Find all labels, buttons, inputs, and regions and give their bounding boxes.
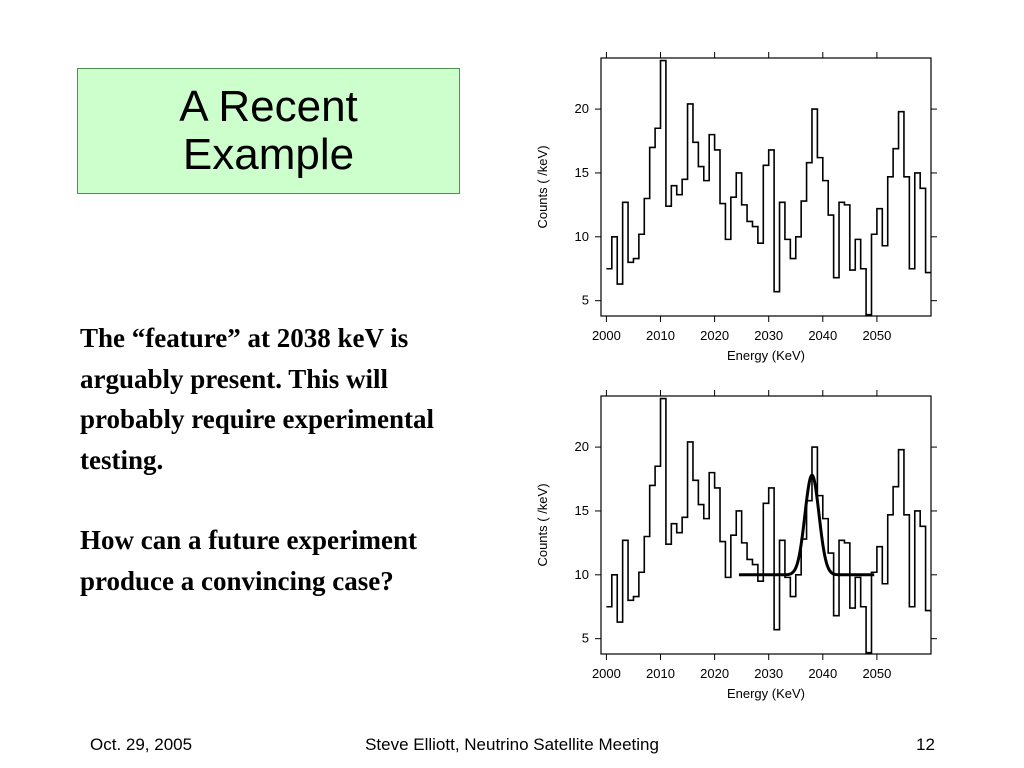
x-tick-label: 2050 — [862, 328, 891, 343]
x-tick-label: 2000 — [592, 666, 621, 681]
y-tick-label: 20 — [575, 101, 589, 116]
y-tick-label: 10 — [575, 567, 589, 582]
x-tick-label: 2000 — [592, 328, 621, 343]
title-box: A Recent Example — [77, 68, 460, 194]
slide-body: The “feature” at 2038 keV is arguably pr… — [80, 318, 480, 601]
x-tick-label: 2020 — [700, 666, 729, 681]
histogram-chart-top: 2000 2010 2020 2030 2040 2050 5 10 15 20 Energy (K… — [535, 52, 937, 363]
y-axis-label: Counts ( /keV) — [535, 145, 550, 228]
x-tick-label: 2040 — [808, 666, 837, 681]
x-axis-label: Energy (KeV) — [727, 686, 805, 701]
y-axis-label: Counts ( /keV) — [535, 483, 550, 566]
y-tick-label: 10 — [575, 229, 589, 244]
footer-title: Steve Elliott, Neutrino Satellite Meetin… — [365, 735, 659, 754]
x-tick-label: 2020 — [700, 328, 729, 343]
histogram-series-top — [606, 59, 931, 316]
y-tick-label: 5 — [582, 631, 589, 646]
x-tick-label: 2030 — [754, 328, 783, 343]
plot-frame-fit — [600, 395, 932, 655]
x-tick-label: 2010 — [646, 666, 675, 681]
paragraph-feature: The “feature” at 2038 keV is arguably pr… — [80, 323, 434, 475]
paragraph-question: How can a future experiment produce a co… — [80, 525, 417, 596]
y-tick-label: 15 — [575, 503, 589, 518]
x-axis-label: Energy (KeV) — [727, 348, 805, 363]
histogram-series-fit — [606, 397, 931, 654]
y-tick-label: 15 — [575, 165, 589, 180]
y-tick-label: 20 — [575, 439, 589, 454]
slide-title: A Recent Example — [179, 82, 358, 179]
footer-date: Oct. 29, 2005 — [90, 735, 193, 754]
histogram-chart-fit: 2000 2010 2020 2030 2040 2050 5 10 15 20 Energy (K… — [535, 390, 937, 701]
x-tick-label: 2030 — [754, 666, 783, 681]
y-tick-label: 5 — [582, 293, 589, 308]
x-tick-label: 2010 — [646, 328, 675, 343]
gaussian-fit-curve — [738, 473, 875, 577]
plot-frame-top — [600, 57, 932, 317]
footer-page-number: 12 — [916, 735, 935, 754]
x-tick-label: 2040 — [808, 328, 837, 343]
x-tick-label: 2050 — [862, 666, 891, 681]
